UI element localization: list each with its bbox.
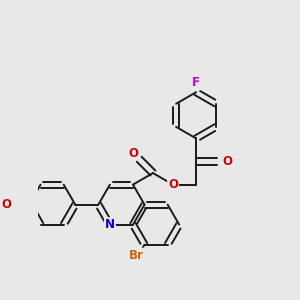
Text: F: F [192, 76, 200, 89]
Text: O: O [168, 178, 178, 191]
Text: O: O [2, 198, 12, 211]
Text: O: O [222, 155, 232, 168]
Text: O: O [128, 146, 138, 160]
Text: N: N [105, 218, 115, 231]
Text: Br: Br [129, 249, 143, 262]
